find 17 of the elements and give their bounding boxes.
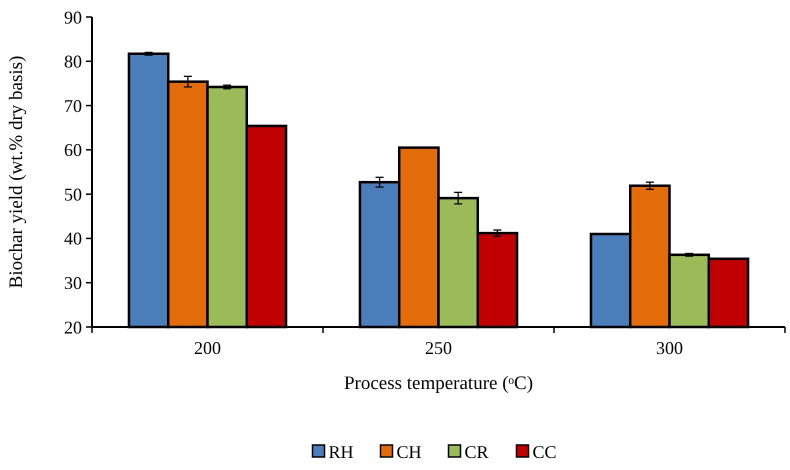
y-tick-label: 60	[64, 140, 82, 160]
y-tick-label: 70	[64, 96, 82, 116]
y-tick-label: 40	[64, 228, 82, 249]
x-axis-title: Process temperature (ᵒC)	[344, 373, 534, 394]
y-tick-label: 80	[64, 52, 82, 72]
x-tick-label: 200	[194, 338, 221, 358]
legend-label: RH	[328, 442, 354, 462]
y-tick-label: 50	[64, 184, 82, 204]
legend-label: CR	[464, 442, 489, 462]
y-tick-label: 30	[64, 273, 82, 294]
x-tick-label: 300	[656, 338, 683, 358]
y-tick-label: 90	[64, 7, 82, 28]
y-axis-title: Biochar yield (wt.% dry basis)	[6, 56, 27, 288]
legend-label: CC	[532, 442, 557, 462]
legend-label: CH	[396, 442, 422, 462]
y-tick-label: 20	[64, 317, 82, 338]
x-tick-label: 250	[425, 338, 452, 358]
